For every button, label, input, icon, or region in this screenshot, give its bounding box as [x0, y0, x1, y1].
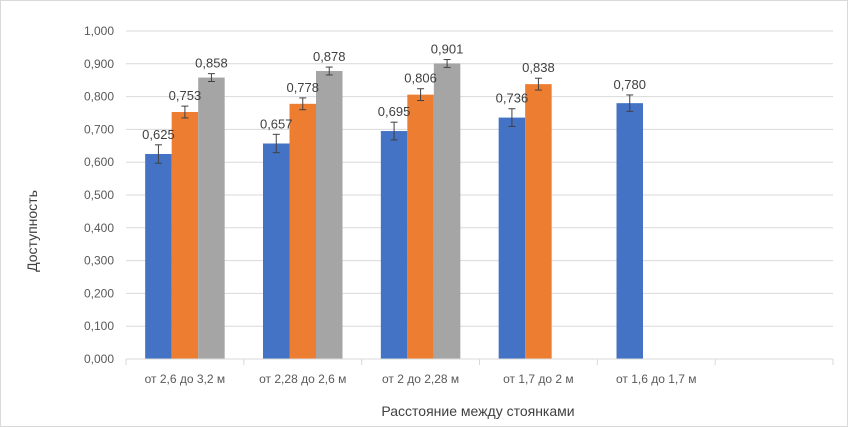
error-bar	[325, 66, 333, 76]
error-bar	[443, 59, 451, 68]
error-bar	[417, 88, 425, 102]
data-label: 0,901	[431, 42, 464, 57]
error-bar	[299, 97, 307, 111]
data-label: 0,878	[313, 49, 346, 64]
y-tick-label: 1,000	[84, 24, 114, 38]
bar	[145, 154, 172, 359]
data-label: 0,780	[613, 77, 646, 92]
bar	[498, 117, 526, 359]
bar	[316, 71, 343, 360]
data-label: 0,858	[195, 56, 228, 71]
gridlines	[126, 30, 833, 327]
data-label: 0,695	[378, 104, 411, 119]
y-tick-label: 0,300	[84, 254, 114, 268]
x-axis: от 2,6 до 3,2 м от 2,28 до 2,6 м от 2 до 2…	[125, 358, 834, 386]
bar	[263, 143, 290, 359]
bar	[171, 112, 199, 360]
error-bar	[626, 94, 634, 112]
y-tick-label: 0,000	[84, 352, 114, 366]
data-label: 0,625	[142, 127, 175, 142]
bar	[616, 103, 643, 359]
bar	[289, 103, 316, 359]
error-bar	[534, 77, 542, 91]
y-tick-label: 0,600	[84, 155, 114, 169]
data-label: 0,806	[404, 71, 437, 86]
data-label: 0,753	[169, 88, 202, 103]
y-tick-label: 0,400	[84, 221, 114, 235]
y-tick-label: 0,900	[84, 57, 114, 71]
bar	[407, 94, 434, 359]
bar	[433, 63, 461, 360]
y-tick-label: 0,800	[84, 90, 114, 104]
y-axis-ticks: 0,000 0,100 0,200 0,300 0,400 0,500 0,600 0,700…	[84, 24, 114, 366]
y-axis-title: Доступность	[24, 190, 40, 272]
error-bars	[154, 59, 634, 164]
error-bar	[181, 105, 189, 119]
data-label: 0,736	[496, 91, 529, 106]
x-tick-label: от 1,7 до 2 м	[503, 372, 574, 386]
error-bar	[390, 121, 398, 141]
y-tick-label: 0,500	[84, 188, 114, 202]
x-tick-label: от 2 до 2,28 м	[382, 372, 459, 386]
data-label: 0,778	[286, 80, 319, 95]
data-label: 0,838	[522, 60, 555, 75]
bar	[525, 84, 552, 360]
x-tick-label: от 2,28 до 2,6 м	[259, 372, 346, 386]
y-tick-label: 0,200	[84, 286, 114, 300]
error-bar	[272, 133, 280, 154]
error-bar	[154, 144, 162, 164]
error-bar	[207, 73, 215, 83]
error-bar	[508, 108, 516, 127]
bar	[380, 131, 408, 359]
bars	[145, 63, 643, 360]
data-label: 0,657	[260, 116, 293, 131]
y-tick-label: 0,700	[84, 122, 114, 136]
x-tick-label: от 1,6 до 1,7 м	[616, 372, 697, 386]
bar	[198, 77, 225, 360]
x-axis-title: Расстояние между стоянками	[381, 403, 574, 419]
y-tick-label: 0,100	[84, 319, 114, 333]
x-tick-label: от 2,6 до 3,2 м	[145, 372, 226, 386]
data-labels: 0,625 0,657 0,695 0,736 0,780 0,753 0,778 0,806…	[142, 42, 646, 142]
